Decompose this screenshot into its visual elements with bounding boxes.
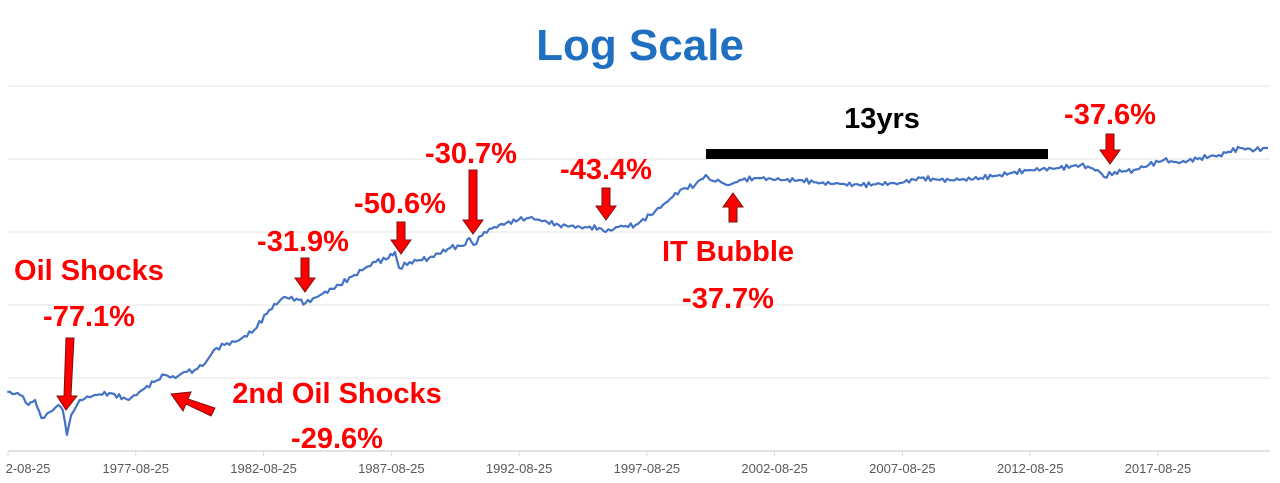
drop-1984-label: -31.9%	[257, 226, 349, 258]
arrow-down-icon	[1099, 133, 1121, 165]
second-oil-shocks-value: -29.6%	[291, 423, 383, 455]
x-tick-label: 2007-08-25	[869, 461, 936, 476]
drop-1996-label: -43.4%	[560, 154, 652, 186]
drop-1990-label: -30.7%	[425, 138, 517, 170]
arrow-down-icon	[462, 169, 484, 235]
arrow-down-icon	[390, 221, 412, 255]
drop-1987-label: -50.6%	[354, 188, 446, 220]
series-line	[7, 145, 1269, 436]
x-tick-label: 1982-08-25	[230, 461, 297, 476]
second-oil-shocks-label: 2nd Oil Shocks	[232, 378, 442, 410]
x-tick-label: 1987-08-25	[358, 461, 425, 476]
x-tick-label: 1977-08-25	[103, 461, 170, 476]
it-bubble-label: IT Bubble	[662, 236, 794, 268]
drop-2015-label: -37.6%	[1064, 99, 1156, 131]
stagnation-bar	[706, 149, 1048, 159]
gridlines	[8, 85, 1270, 452]
x-tick-label: 1997-08-25	[614, 461, 681, 476]
oil-shocks-label: Oil Shocks	[14, 255, 164, 287]
it-bubble-value: -37.7%	[682, 283, 774, 315]
x-tick-label: 2012-08-25	[997, 461, 1064, 476]
x-tick-label: 2-08-25	[6, 461, 51, 476]
arrow-down-icon	[294, 257, 316, 293]
stagnation-span-label: 13yrs	[844, 103, 920, 135]
arrow-up-icon	[722, 192, 744, 223]
arrow-down-icon	[595, 187, 617, 221]
x-tick-label: 2002-08-25	[741, 461, 808, 476]
x-axis: 2-08-25 1977-08-25 1982-08-25 1987-08-25 199…	[6, 451, 1192, 476]
oil-shocks-value: -77.1%	[43, 301, 135, 333]
chart-title: Log Scale	[536, 21, 744, 70]
x-tick-label: 2017-08-25	[1125, 461, 1192, 476]
arrow-diagonal-icon	[170, 391, 216, 417]
x-tick-label: 1992-08-25	[486, 461, 553, 476]
arrow-down-icon	[56, 337, 79, 411]
